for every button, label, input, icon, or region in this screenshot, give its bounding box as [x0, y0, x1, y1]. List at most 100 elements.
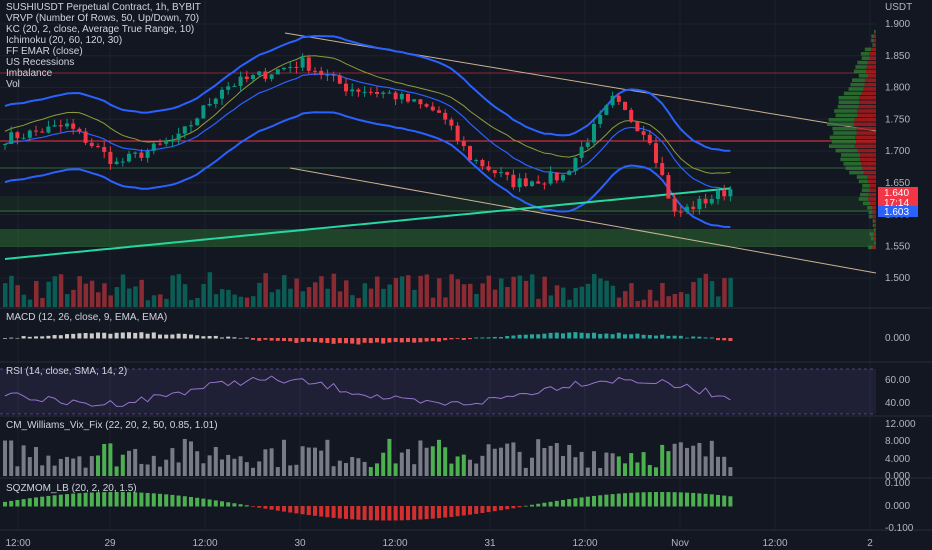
sqz-bar [77, 493, 82, 507]
rsi-tick: 60.00 [885, 375, 910, 386]
volume-bar [480, 283, 485, 307]
volume-bar [455, 279, 461, 307]
volume-bar [189, 299, 194, 307]
volume-bar [226, 289, 231, 307]
sqz-bar [151, 493, 156, 507]
price-tick: 1.900 [885, 19, 910, 30]
price-axis[interactable]: 1.9001.8501.8001.7501.7001.6501.6001.550… [878, 2, 918, 534]
legend-vrvp[interactable]: VRVP (Number Of Rows, 50, Up/Down, 70) [6, 13, 200, 24]
vrvp-down [857, 113, 876, 118]
vrvp-down [873, 232, 876, 236]
legend-ffemar[interactable]: FF EMAR (close) [6, 46, 83, 57]
sqz-bar [561, 499, 565, 507]
price-tick: 1.850 [885, 51, 910, 62]
sqz-bar [71, 493, 76, 507]
legend-recessions[interactable]: US Recessions [6, 57, 75, 68]
candle-body [158, 143, 162, 145]
sqz-tick: -0.100 [885, 523, 914, 534]
macd-bar [313, 338, 317, 343]
macd-bar [387, 338, 392, 343]
vix-bar [52, 465, 57, 476]
sqz-bar [666, 492, 671, 507]
volume-bar [728, 277, 733, 307]
macd-bar [641, 334, 646, 339]
sqz-bar [40, 496, 45, 507]
volume-bar [406, 275, 411, 307]
legend-vol[interactable]: Vol [6, 79, 20, 90]
volume-bar [108, 295, 113, 307]
candle-body [480, 159, 485, 167]
vix-bar [34, 447, 38, 476]
sqz-bar [449, 506, 454, 517]
rsi-legend[interactable]: RSI (14, close, SMA, 14, 2) [6, 366, 128, 377]
volume-bar [505, 286, 510, 307]
vrvp-up [872, 219, 875, 223]
sqz-bar [3, 501, 7, 507]
candlesticks [3, 53, 733, 217]
volume-bar [344, 280, 349, 307]
vix-bar [182, 438, 187, 476]
volume-bar [71, 289, 76, 307]
sqz-bar [585, 496, 590, 507]
volume-bar [530, 274, 535, 307]
sqz-bar [623, 493, 627, 507]
candle-body [716, 190, 720, 200]
rsi-tick: 40.00 [885, 398, 910, 409]
candle-body [381, 92, 386, 94]
sqz-bar [170, 494, 175, 507]
candle-body [399, 93, 404, 100]
legend-kc[interactable]: KC (20, 2, close, Average True Range, 10… [6, 24, 195, 35]
macd-bar [406, 338, 410, 343]
sqz-bar [647, 492, 652, 507]
macd-bar [294, 338, 299, 343]
sqz-bar [530, 504, 534, 507]
vrvp-up [855, 65, 867, 69]
macd-legend[interactable]: MACD (12, 26, close, 9, EMA, EMA) [6, 312, 168, 323]
sqz-bar [257, 506, 262, 508]
macd-bar [244, 337, 249, 339]
vix-bar [96, 455, 100, 476]
time-axis[interactable]: 12:00 29 12:00 30 12:00 31 12:00 Nov 12:00 2 [5, 538, 873, 549]
candle-body [9, 132, 14, 145]
vix-bar [610, 453, 615, 476]
legend-ichimoku[interactable]: Ichimoku (20, 60, 120, 30) [6, 35, 123, 46]
vix-bar [517, 451, 522, 476]
macd-bar [728, 338, 733, 342]
vix-bar [108, 443, 113, 476]
vix-bar [567, 444, 572, 476]
legend-imbalance[interactable]: Imbalance [6, 68, 53, 79]
candle-body [189, 125, 193, 127]
volume-bar [145, 300, 151, 307]
volume-bar [585, 283, 591, 307]
volume-bar [46, 281, 51, 307]
vix-bar [548, 445, 553, 476]
vix-legend[interactable]: CM_Williams_Vix_Fix (22, 20, 2, 50, 0.85… [6, 420, 218, 431]
vix-bar [728, 467, 733, 476]
candle-body [579, 146, 584, 158]
volume-bar [610, 285, 616, 307]
vix-bar [151, 455, 156, 476]
symbol-title[interactable]: SUSHIUSDT Perpetual Contract, 1h, BYBIT [6, 2, 201, 13]
volume-bar [15, 285, 20, 307]
indicator-lines [4, 35, 731, 260]
macd-bar [114, 332, 119, 339]
candle-body [133, 152, 138, 154]
candle-body [554, 172, 559, 181]
vix-bar [207, 455, 212, 476]
sqz-bar [34, 497, 38, 507]
vix-bar [176, 462, 181, 476]
vrvp-up [858, 179, 869, 184]
vrvp-up [832, 126, 857, 131]
vix-bar [120, 454, 125, 476]
macd-bar [170, 334, 175, 339]
vix-bar [282, 439, 286, 476]
sqz-bar [536, 503, 541, 507]
vrvp-down [872, 245, 876, 250]
volume-bar [269, 292, 275, 307]
vrvp-up [837, 104, 859, 109]
vrvp-down [868, 179, 876, 184]
sqz-legend[interactable]: SQZMOM_LB (20, 2, 20, 1.5) [6, 483, 137, 494]
vix-bar [418, 440, 423, 476]
volume-bar [282, 275, 287, 307]
